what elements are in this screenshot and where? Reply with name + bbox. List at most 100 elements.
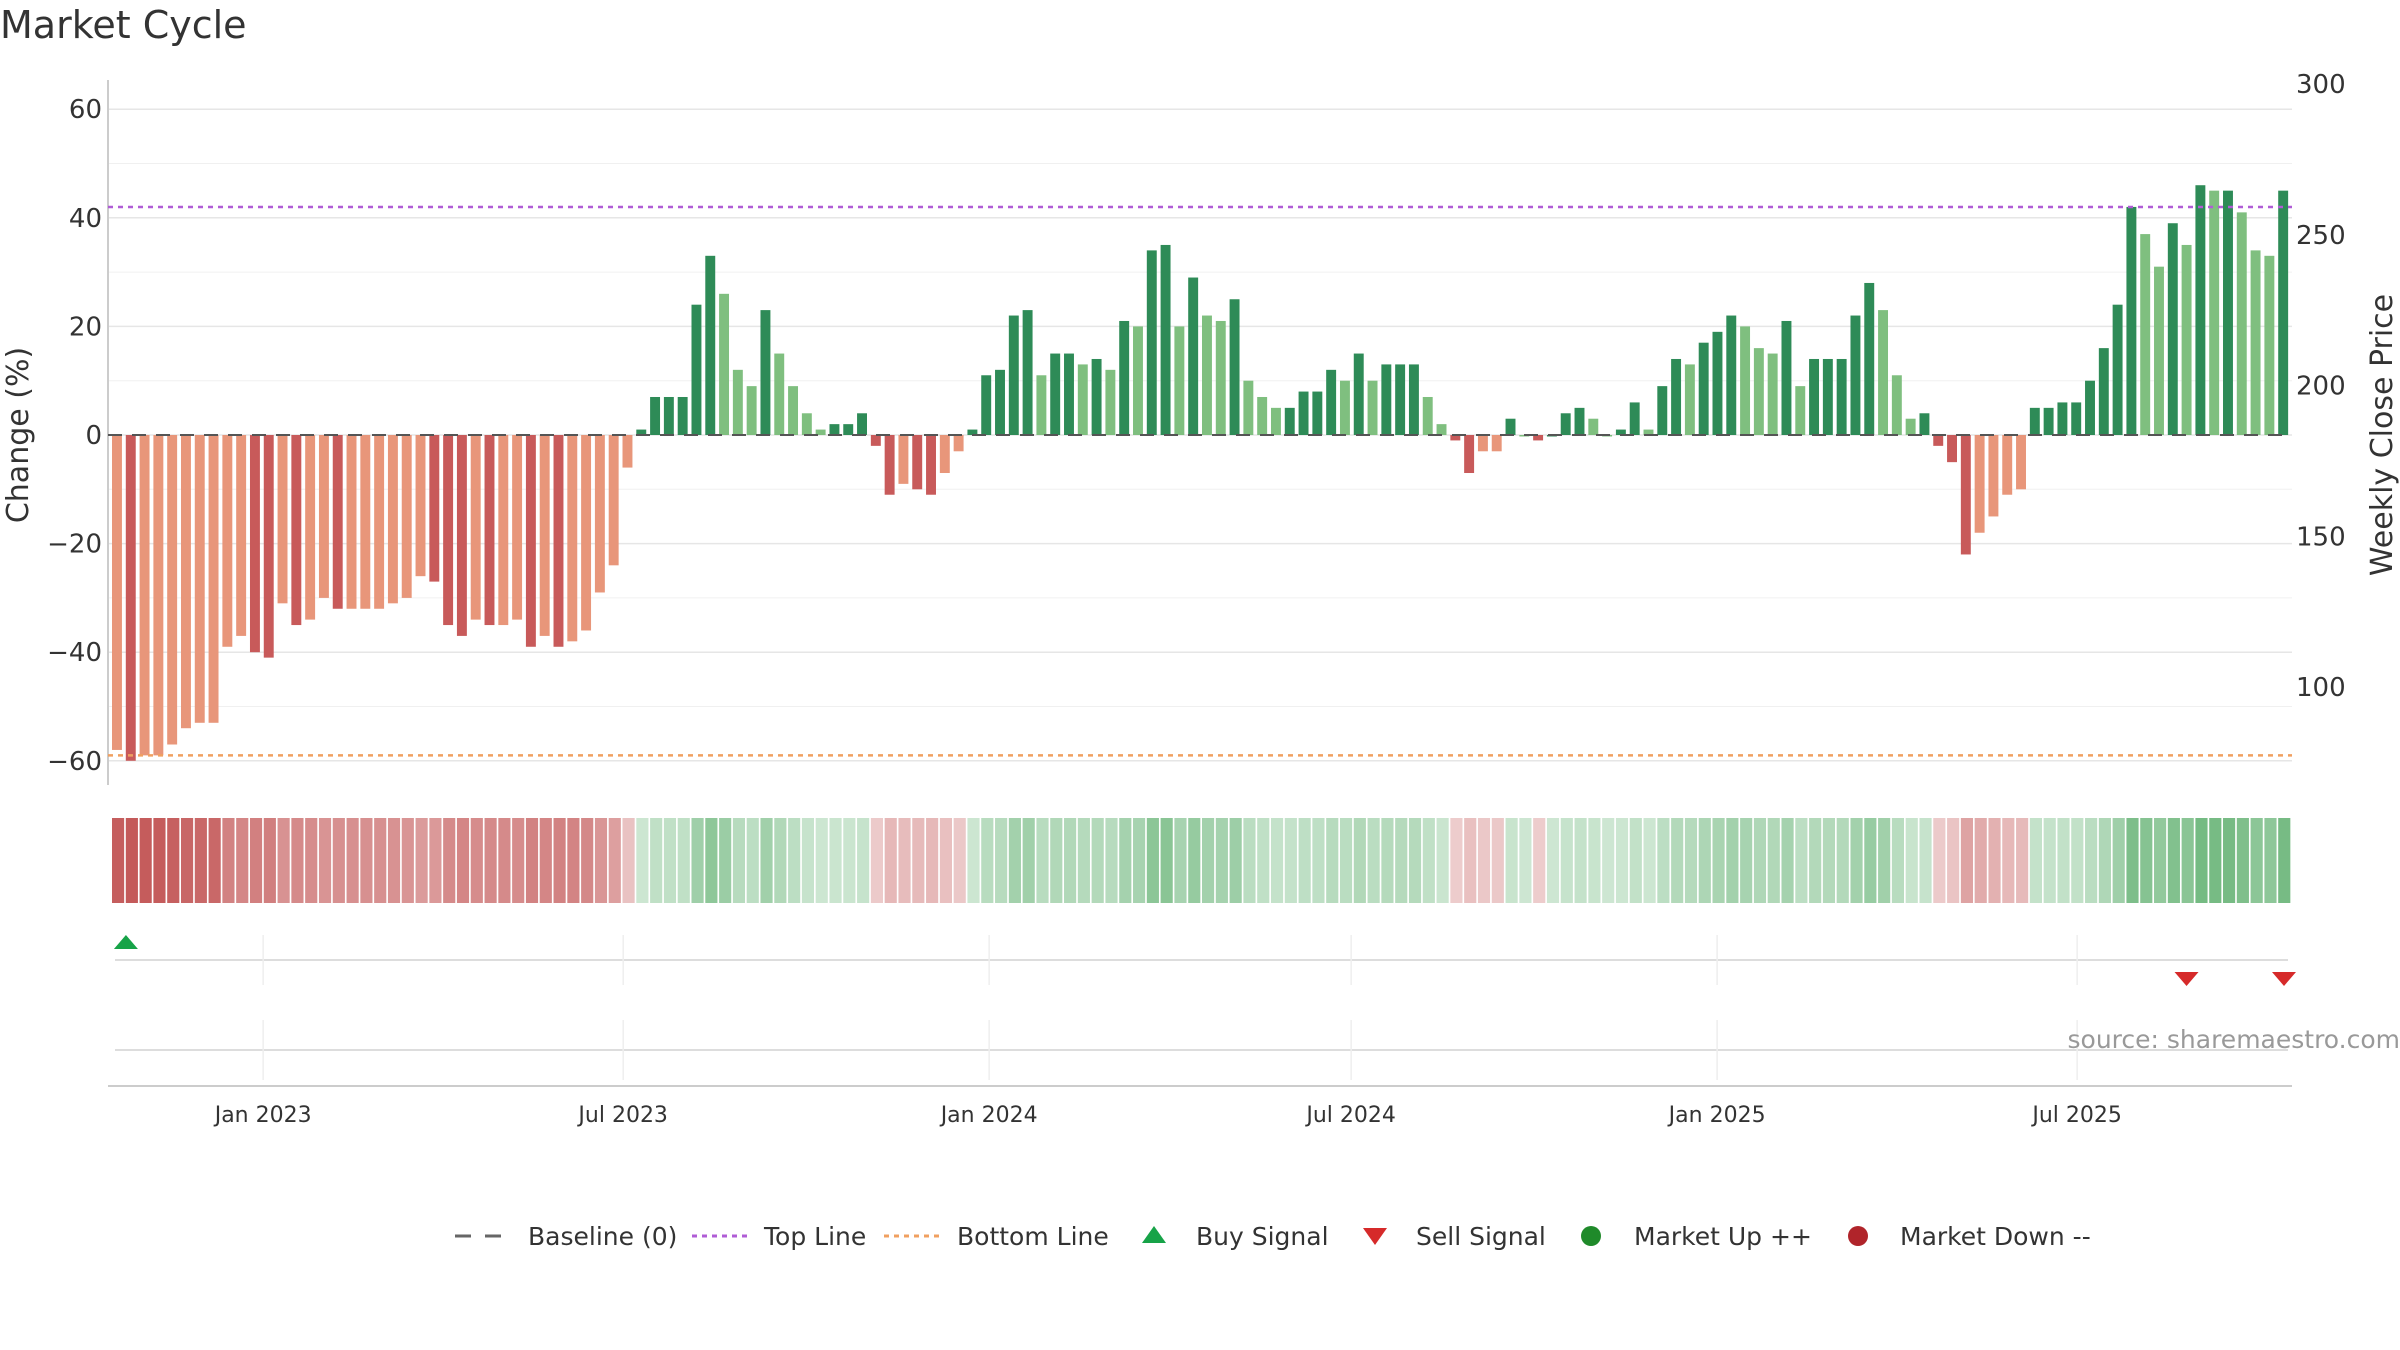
state-cell: [1146, 818, 1159, 903]
state-cell: [1546, 818, 1560, 903]
state-cell: [1588, 818, 1601, 903]
state-cell: [1367, 818, 1380, 903]
state-cell: [1270, 818, 1284, 903]
change-bar: [953, 435, 964, 452]
change-bar: [153, 435, 164, 756]
change-bar: [1657, 386, 1668, 435]
left-tick-label: 0: [85, 421, 102, 451]
x-tick-label: Jul 2023: [576, 1103, 668, 1128]
change-bar: [884, 435, 895, 495]
change-bar: [2029, 407, 2040, 435]
state-cell: [1450, 818, 1463, 903]
state-cell: [1395, 818, 1408, 903]
state-cell: [2112, 818, 2125, 903]
state-cell: [263, 818, 276, 903]
change-bar: [898, 435, 909, 484]
state-cell: [2154, 818, 2167, 903]
state-cell: [857, 818, 870, 903]
change-bar: [236, 435, 247, 636]
change-bar: [636, 429, 647, 435]
change-bar: [1740, 326, 1751, 435]
change-bar: [2264, 255, 2275, 435]
change-bar: [1629, 402, 1640, 435]
change-bar: [1795, 386, 1806, 435]
state-cell: [829, 818, 842, 903]
right-tick-label: 300: [2296, 70, 2346, 100]
change-bar: [1671, 358, 1682, 435]
state-cell: [995, 818, 1008, 903]
change-bar: [222, 435, 233, 647]
state-cell: [1257, 818, 1270, 903]
state-cell: [2264, 818, 2277, 903]
state-cell: [1781, 818, 1794, 903]
state-cell: [912, 818, 925, 903]
state-cell: [2195, 818, 2208, 903]
change-bar: [429, 435, 440, 582]
change-bar: [1312, 391, 1323, 435]
change-bar: [1878, 310, 1889, 435]
change-bar: [1395, 364, 1406, 435]
change-bar: [1905, 418, 1916, 435]
change-bar: [512, 435, 523, 620]
state-cell: [953, 818, 966, 903]
change-bar: [2223, 190, 2233, 435]
state-cell: [1684, 818, 1698, 903]
change-bar: [2195, 185, 2206, 435]
change-bar: [2236, 212, 2247, 435]
right-tick-label: 250: [2296, 221, 2346, 251]
state-cell: [305, 818, 318, 903]
state-cell: [1629, 818, 1642, 903]
change-bar: [194, 435, 205, 723]
state-cell: [1615, 818, 1629, 903]
market-state-strip: [112, 818, 2291, 903]
state-cell: [760, 818, 773, 903]
state-cell: [1119, 818, 1132, 903]
state-cell: [139, 818, 152, 903]
legend-swatch-sell: [1363, 1228, 1387, 1245]
change-bar: [1160, 244, 1171, 435]
chart-title: Market Cycle: [0, 3, 247, 47]
state-cell: [1726, 818, 1739, 903]
state-cell: [2016, 818, 2029, 903]
state-cell: [112, 818, 125, 903]
change-bar: [981, 375, 992, 435]
change-bar: [1588, 418, 1599, 435]
change-bar: [1767, 353, 1778, 435]
state-cell: [2167, 818, 2180, 903]
change-bar: [1450, 435, 1461, 441]
change-bar: [843, 424, 854, 435]
change-bar: [2002, 435, 2013, 495]
change-bar: [1436, 424, 1447, 435]
state-cell: [1215, 818, 1228, 903]
state-cell: [1864, 818, 1877, 903]
state-cell: [180, 818, 194, 903]
state-cell: [1133, 818, 1146, 903]
change-bar: [1229, 299, 1240, 435]
change-bar: [1408, 364, 1419, 435]
state-cell: [691, 818, 704, 903]
change-bar: [967, 429, 978, 435]
state-cell: [1312, 818, 1325, 903]
change-bar: [857, 413, 867, 435]
legend-swatch-buy: [1142, 1226, 1166, 1243]
change-bar: [608, 435, 619, 566]
change-bar: [1947, 435, 1957, 463]
change-bar: [705, 255, 716, 435]
state-cell: [456, 818, 470, 903]
change-bar: [112, 435, 122, 750]
change-bar: [1960, 435, 1971, 555]
state-cell: [1974, 818, 1987, 903]
change-bar: [2057, 402, 2068, 435]
state-cell: [208, 818, 221, 903]
change-bar: [1698, 342, 1709, 435]
change-bar: [539, 435, 550, 636]
state-cell: [525, 818, 539, 903]
change-bar: [870, 435, 881, 446]
legend-label: Top Line: [763, 1222, 866, 1251]
change-bar: [249, 435, 260, 653]
state-cell: [498, 818, 511, 903]
change-bar: [2181, 244, 2192, 435]
state-cell: [581, 818, 594, 903]
change-bar: [1574, 407, 1585, 435]
change-bar: [2112, 304, 2123, 435]
